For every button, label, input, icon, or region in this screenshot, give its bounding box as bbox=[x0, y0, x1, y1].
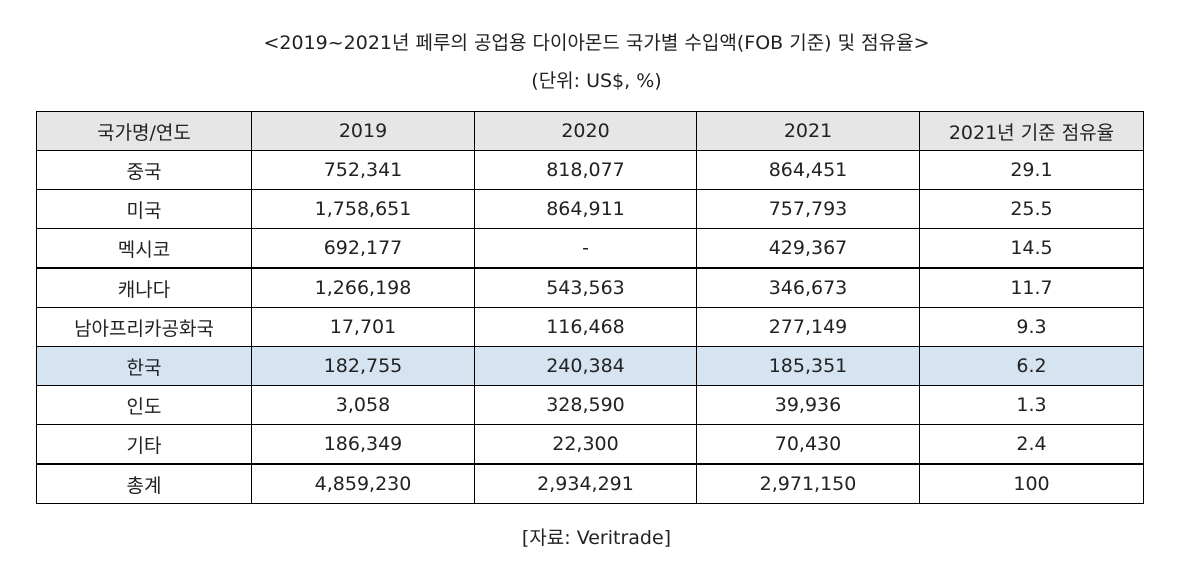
source-note: [자료: Veritrade] bbox=[521, 527, 672, 549]
cell-2021: 429,367 bbox=[696, 228, 920, 269]
table-row: 멕시코 692,177 - 429,367 14.5 bbox=[36, 228, 1144, 269]
cell-2019: 752,341 bbox=[251, 150, 475, 190]
cell-2021: 39,936 bbox=[696, 385, 920, 425]
cell-share: 100 bbox=[919, 463, 1144, 504]
cell-2019: 17,701 bbox=[251, 307, 475, 347]
cell-share: 2.4 bbox=[919, 424, 1144, 465]
table-row: 중국 752,341 818,077 864,451 29.1 bbox=[36, 150, 1144, 190]
cell-2020: 22,300 bbox=[474, 424, 697, 465]
cell-2019: 182,755 bbox=[251, 346, 475, 386]
cell-country: 한국 bbox=[36, 346, 252, 386]
cell-country: 중국 bbox=[36, 150, 252, 190]
cell-2020: 116,468 bbox=[474, 307, 697, 347]
header-row: 국가명/연도 2019 2020 2021 2021년 기준 점유율 bbox=[36, 111, 1144, 151]
cell-share: 14.5 bbox=[919, 228, 1144, 269]
cell-2020: 328,590 bbox=[474, 385, 697, 425]
cell-2020: 818,077 bbox=[474, 150, 697, 190]
cell-country: 캐나다 bbox=[36, 267, 252, 308]
cell-2021: 346,673 bbox=[696, 267, 920, 308]
header-2021: 2021 bbox=[696, 111, 920, 151]
cell-2021: 864,451 bbox=[696, 150, 920, 190]
cell-2019: 1,266,198 bbox=[251, 267, 475, 308]
cell-2020: 2,934,291 bbox=[474, 463, 697, 504]
cell-2019: 3,058 bbox=[251, 385, 475, 425]
cell-2021: 757,793 bbox=[696, 189, 920, 229]
cell-2019: 692,177 bbox=[251, 228, 475, 269]
cell-2020: - bbox=[474, 228, 697, 269]
header-country: 국가명/연도 bbox=[36, 111, 252, 151]
cell-share: 25.5 bbox=[919, 189, 1144, 229]
cell-2020: 864,911 bbox=[474, 189, 697, 229]
cell-country: 남아프리카공화국 bbox=[36, 307, 252, 347]
cell-country: 총계 bbox=[36, 463, 252, 504]
import-table: 국가명/연도 2019 2020 2021 2021년 기준 점유율 중국 75… bbox=[36, 111, 1144, 504]
cell-country: 멕시코 bbox=[36, 228, 252, 269]
table-row: 캐나다 1,266,198 543,563 346,673 11.7 bbox=[36, 267, 1144, 308]
cell-share: 6.2 bbox=[919, 346, 1144, 386]
total-row: 총계 4,859,230 2,934,291 2,971,150 100 bbox=[36, 463, 1144, 504]
cell-country: 미국 bbox=[36, 189, 252, 229]
table-row-highlighted: 한국 182,755 240,384 185,351 6.2 bbox=[36, 346, 1144, 386]
cell-2019: 1,758,651 bbox=[251, 189, 475, 229]
header-2020: 2020 bbox=[474, 111, 697, 151]
unit-note: (단위: US$, %) bbox=[531, 70, 662, 92]
cell-share: 29.1 bbox=[919, 150, 1144, 190]
cell-country: 기타 bbox=[36, 424, 252, 465]
header-2019: 2019 bbox=[251, 111, 475, 151]
header-share: 2021년 기준 점유율 bbox=[919, 111, 1144, 151]
cell-2019: 186,349 bbox=[251, 424, 475, 465]
table-title: <2019~2021년 페루의 공업용 다이아몬드 국가별 수입액(FOB 기준… bbox=[263, 32, 930, 54]
table-row: 남아프리카공화국 17,701 116,468 277,149 9.3 bbox=[36, 307, 1144, 347]
table-row: 인도 3,058 328,590 39,936 1.3 bbox=[36, 385, 1144, 425]
cell-share: 1.3 bbox=[919, 385, 1144, 425]
table-row: 미국 1,758,651 864,911 757,793 25.5 bbox=[36, 189, 1144, 229]
cell-country: 인도 bbox=[36, 385, 252, 425]
cell-share: 11.7 bbox=[919, 267, 1144, 308]
cell-2021: 70,430 bbox=[696, 424, 920, 465]
table-row: 기타 186,349 22,300 70,430 2.4 bbox=[36, 424, 1144, 465]
cell-2021: 277,149 bbox=[696, 307, 920, 347]
cell-2021: 185,351 bbox=[696, 346, 920, 386]
cell-2021: 2,971,150 bbox=[696, 463, 920, 504]
cell-2020: 543,563 bbox=[474, 267, 697, 308]
cell-2019: 4,859,230 bbox=[251, 463, 475, 504]
cell-share: 9.3 bbox=[919, 307, 1144, 347]
cell-2020: 240,384 bbox=[474, 346, 697, 386]
